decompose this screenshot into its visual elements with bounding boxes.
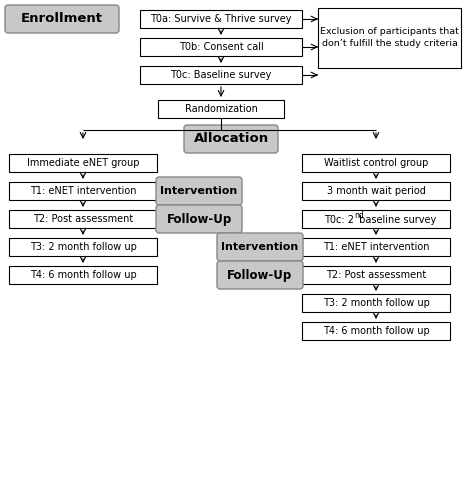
Text: Randomization: Randomization — [185, 104, 257, 114]
Text: Waitlist control group: Waitlist control group — [324, 158, 428, 168]
Bar — [302, 266, 450, 284]
Text: T0b: Consent call: T0b: Consent call — [179, 42, 264, 52]
Text: T0a: Survive & Thrive survey: T0a: Survive & Thrive survey — [150, 14, 292, 24]
Bar — [158, 100, 284, 118]
Bar — [140, 10, 302, 28]
Bar — [9, 154, 157, 172]
Text: T4: 6 month follow up: T4: 6 month follow up — [30, 270, 136, 280]
Text: nd: nd — [354, 211, 364, 220]
Text: T3: 2 month follow up: T3: 2 month follow up — [30, 242, 136, 252]
FancyBboxPatch shape — [184, 125, 278, 153]
Text: Exclusion of participants that: Exclusion of participants that — [320, 28, 459, 36]
Bar — [302, 210, 450, 228]
Bar — [9, 266, 157, 284]
Bar — [9, 210, 157, 228]
Text: T1: eNET intervention: T1: eNET intervention — [323, 242, 429, 252]
Text: Immediate eNET group: Immediate eNET group — [27, 158, 139, 168]
Text: Intervention: Intervention — [221, 242, 299, 252]
Bar — [302, 238, 450, 256]
Text: baseline survey: baseline survey — [356, 215, 436, 225]
Bar — [9, 238, 157, 256]
Text: T2: Post assessment: T2: Post assessment — [326, 270, 426, 280]
Bar — [318, 8, 461, 68]
FancyBboxPatch shape — [156, 205, 242, 233]
Text: T1: eNET intervention: T1: eNET intervention — [30, 186, 136, 196]
FancyBboxPatch shape — [217, 233, 303, 261]
Text: T0c: Baseline survey: T0c: Baseline survey — [170, 70, 272, 80]
Text: T3: 2 month follow up: T3: 2 month follow up — [323, 298, 430, 308]
Text: Enrollment: Enrollment — [21, 12, 103, 26]
Bar — [9, 182, 157, 200]
Text: Follow-Up: Follow-Up — [227, 268, 293, 281]
Bar — [302, 322, 450, 340]
Bar — [302, 182, 450, 200]
Bar — [140, 38, 302, 56]
FancyBboxPatch shape — [5, 5, 119, 33]
Text: T0c: 2: T0c: 2 — [324, 215, 354, 225]
Text: don’t fulfill the study criteria: don’t fulfill the study criteria — [322, 40, 457, 48]
Text: T4: 6 month follow up: T4: 6 month follow up — [323, 326, 430, 336]
Bar — [140, 66, 302, 84]
FancyBboxPatch shape — [217, 261, 303, 289]
Bar — [302, 294, 450, 312]
Text: T2: Post assessment: T2: Post assessment — [33, 214, 133, 224]
Bar — [302, 154, 450, 172]
Text: Follow-Up: Follow-Up — [166, 212, 232, 226]
Text: Intervention: Intervention — [160, 186, 238, 196]
Text: 3 month wait period: 3 month wait period — [326, 186, 425, 196]
FancyBboxPatch shape — [156, 177, 242, 205]
Text: Allocation: Allocation — [193, 132, 269, 145]
